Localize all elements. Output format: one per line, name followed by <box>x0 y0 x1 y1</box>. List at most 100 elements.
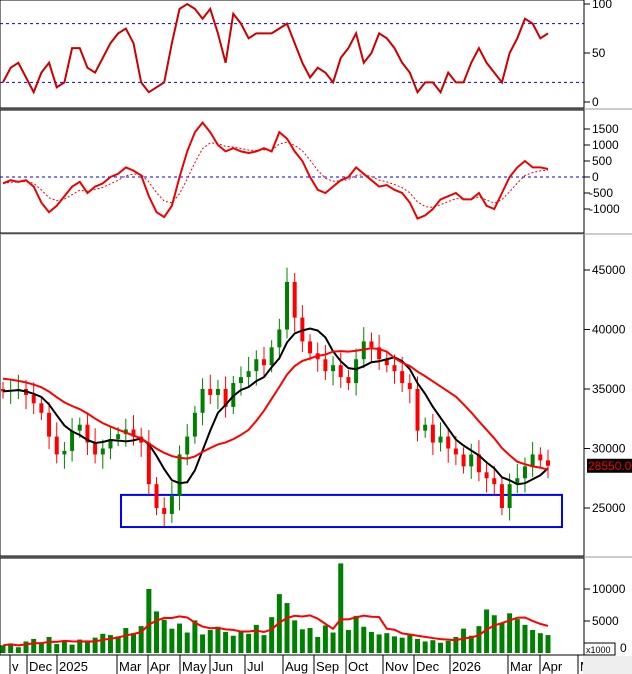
x-axis-month-label: Aug <box>285 659 308 674</box>
candle-body <box>484 472 489 479</box>
volume-bar <box>407 633 413 653</box>
panel-frame <box>0 0 585 109</box>
candle-body <box>338 365 343 378</box>
candle-body <box>438 436 443 443</box>
candle-body <box>469 454 474 467</box>
candle-body <box>185 436 190 455</box>
volume-bar <box>507 613 513 653</box>
candle-body <box>177 454 182 497</box>
volume-bar <box>123 628 129 653</box>
price-y-tick-label: 25000 <box>592 501 626 515</box>
x-axis-month-label: Apr <box>150 659 171 674</box>
volume-bar <box>230 635 236 653</box>
volume-bar <box>284 603 290 653</box>
volume-unit-label: x1000 <box>586 645 611 655</box>
volume-bar <box>545 635 551 653</box>
candle-body <box>423 424 428 431</box>
volume-bar <box>345 629 351 653</box>
volume-bar <box>422 641 428 653</box>
volume-bar <box>0 645 6 653</box>
volume-ma-line <box>2 614 549 647</box>
candle-body <box>522 466 527 479</box>
volume-bar <box>192 620 198 653</box>
volume-bar <box>92 637 98 653</box>
volume-bar <box>84 642 90 653</box>
candle-body <box>223 389 228 407</box>
rsi-y-tick-label: 50 <box>592 46 606 60</box>
volume-bar <box>253 624 259 653</box>
volume-bar <box>54 644 60 653</box>
volume-bar <box>453 637 459 653</box>
candle-body <box>407 383 412 389</box>
volume-bar <box>169 628 175 653</box>
volume-bar <box>361 626 367 653</box>
x-axis-month-label: Dec <box>416 659 440 674</box>
volume-bar <box>31 638 37 653</box>
x-axis-month-label: Dec <box>29 659 53 674</box>
volume-bar <box>499 622 505 653</box>
volume-bar <box>376 634 382 653</box>
candle-body <box>384 359 389 366</box>
volume-bar <box>315 637 321 653</box>
panel-frame <box>0 233 585 557</box>
volume-bar <box>438 642 444 653</box>
candle-body <box>415 389 420 431</box>
volume-bar <box>514 619 520 653</box>
candle-body <box>93 442 98 455</box>
volume-bar <box>530 629 536 653</box>
candle-body <box>308 341 313 354</box>
macd-y-tick-label: 1500 <box>592 122 619 136</box>
axis-corner <box>583 656 632 674</box>
volume-bar <box>368 631 374 653</box>
macd-y-tick-label: -1000 <box>589 202 620 216</box>
rsi-y-tick-label: 100 <box>592 0 612 11</box>
volume-bar <box>38 642 44 653</box>
candle-body <box>323 359 328 372</box>
candle-body <box>261 359 266 366</box>
volume-bar <box>522 624 528 653</box>
candle-body <box>169 496 174 514</box>
candle-body <box>154 484 159 508</box>
candle-body <box>507 484 512 508</box>
macd-y-tick-label: 1000 <box>592 138 619 152</box>
panel-frame <box>0 557 585 656</box>
macd-y-tick-label: -500 <box>589 186 613 200</box>
candle-body <box>238 377 243 384</box>
volume-bar <box>107 635 113 653</box>
candle-body <box>200 389 205 413</box>
volume-bar <box>430 640 436 653</box>
x-axis-month-label: Sep <box>316 659 339 674</box>
volume-bar <box>23 641 29 653</box>
candle-body <box>162 508 167 514</box>
candle-body <box>430 424 435 443</box>
volume-bar <box>154 611 160 653</box>
volume-bar <box>384 633 390 653</box>
candle-body <box>354 359 359 384</box>
volume-bar <box>15 647 21 653</box>
candle-body <box>31 394 36 404</box>
candle-body <box>85 424 90 443</box>
volume-bar <box>445 640 451 653</box>
volume-bar <box>322 625 328 653</box>
x-axis-month-label: May <box>182 659 207 674</box>
volume-bar <box>77 639 83 653</box>
ma-short-line <box>2 327 549 486</box>
candle-body <box>1 389 5 392</box>
candle-body <box>400 371 405 384</box>
volume-bar <box>200 634 206 653</box>
candle-body <box>515 478 520 485</box>
candle-body <box>146 442 151 485</box>
rsi-line <box>2 2 549 95</box>
volume-bar <box>115 636 121 653</box>
volume-bar <box>223 631 229 653</box>
candle-body <box>476 454 481 473</box>
candle-body <box>369 341 374 348</box>
volume-bar <box>146 589 152 653</box>
candle-body <box>39 403 44 413</box>
volume-bar <box>338 563 344 653</box>
volume-bar <box>330 632 336 653</box>
volume-y-tick-label: 0 <box>620 641 627 655</box>
macd-y-tick-label: 0 <box>592 170 599 184</box>
x-axis-month-label: v <box>12 659 19 674</box>
